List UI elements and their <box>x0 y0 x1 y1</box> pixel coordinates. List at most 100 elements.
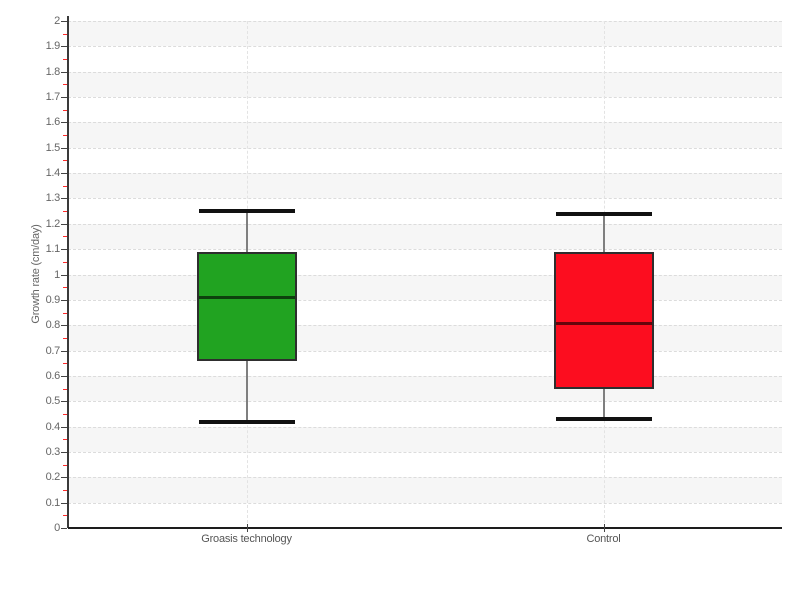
y-axis-minor-tick <box>63 33 67 35</box>
box-control <box>553 251 654 389</box>
y-tick-label: 0.6 <box>45 369 61 382</box>
median-line-groasis-technology <box>198 296 295 300</box>
y-tick-label: 0 <box>54 522 60 534</box>
y-tick-label: 1 <box>54 268 60 281</box>
y-tick-label: 0.3 <box>45 445 61 458</box>
y-axis-tick <box>61 147 67 149</box>
gridline-horizontal <box>68 350 782 352</box>
y-axis-minor-tick <box>63 160 67 162</box>
y-axis-minor-tick <box>63 84 67 86</box>
median-line-control <box>555 321 652 325</box>
background-band <box>68 21 782 47</box>
y-axis-tick <box>61 325 67 327</box>
y-axis-tick <box>61 223 67 225</box>
whisker-cap-bottom <box>198 419 295 424</box>
y-tick-label: 0.1 <box>45 496 61 509</box>
y-axis-minor-tick <box>63 337 67 339</box>
y-axis-tick <box>61 21 67 22</box>
y-axis-tick <box>61 350 67 352</box>
y-axis-tick <box>61 299 67 301</box>
gridline-horizontal <box>68 173 782 175</box>
gridline-horizontal <box>68 122 782 124</box>
background-band <box>68 122 782 148</box>
y-tick-label: 1.3 <box>45 192 61 205</box>
y-axis-minor-tick <box>63 413 67 415</box>
x-axis-tick <box>246 524 248 532</box>
gridline-horizontal <box>68 198 782 200</box>
y-tick-label: 1.1 <box>45 243 61 256</box>
whisker-cap-top <box>198 209 295 214</box>
gridline-horizontal <box>68 426 782 428</box>
gridline-horizontal <box>68 451 782 453</box>
y-axis-tick <box>61 46 67 48</box>
y-axis-tick <box>61 502 67 504</box>
y-axis-tick <box>61 477 67 479</box>
y-axis-minor-tick <box>63 59 67 61</box>
y-axis-minor-tick <box>63 185 67 187</box>
gridline-horizontal <box>68 97 782 99</box>
y-axis-tick <box>61 528 67 529</box>
y-axis-minor-tick <box>63 312 67 314</box>
y-axis-minor-tick <box>63 388 67 390</box>
y-axis-tick <box>61 401 67 403</box>
y-tick-label: 0.9 <box>45 293 61 306</box>
gridline-horizontal <box>68 299 782 301</box>
y-tick-label: 0.5 <box>45 395 61 408</box>
y-axis-tick <box>61 97 67 99</box>
whisker-cap-bottom <box>555 416 652 421</box>
gridline-horizontal <box>68 502 782 504</box>
y-tick-label: 1.6 <box>45 116 61 129</box>
y-tick-label: 0.2 <box>45 471 61 484</box>
y-tick-label: 1.9 <box>45 40 61 53</box>
y-axis-tick <box>61 426 67 428</box>
y-tick-label: 0.4 <box>45 420 61 433</box>
y-axis-tick <box>61 122 67 124</box>
y-axis-tick <box>61 451 67 453</box>
y-axis-minor-tick <box>63 515 67 517</box>
x-axis-line <box>68 527 782 529</box>
y-axis-tick <box>61 274 67 276</box>
y-tick-label: 2 <box>54 15 60 27</box>
background-band <box>68 375 782 402</box>
y-axis-minor-tick <box>63 363 67 365</box>
gridline-horizontal <box>68 46 782 48</box>
y-axis-tick <box>61 71 67 73</box>
y-axis-minor-tick <box>63 135 67 137</box>
y-tick-label: 1.2 <box>45 217 61 230</box>
y-axis-tick <box>61 198 67 200</box>
background-band <box>68 274 782 300</box>
gridline-horizontal <box>68 223 782 225</box>
y-axis-tick <box>61 173 67 175</box>
y-tick-label: 0.7 <box>45 344 61 357</box>
gridline-horizontal <box>68 375 782 377</box>
x-axis-tick <box>603 524 605 532</box>
gridline-horizontal <box>68 401 782 403</box>
gridline-horizontal <box>68 71 782 73</box>
y-axis-minor-tick <box>63 489 67 491</box>
y-axis-minor-tick <box>63 109 67 111</box>
box-groasis-technology <box>196 251 297 361</box>
y-axis-tick <box>61 375 67 377</box>
x-category-label: Groasis technology <box>201 533 292 545</box>
y-tick-label: 0.8 <box>45 319 61 332</box>
gridline-horizontal <box>68 21 782 22</box>
gridline-horizontal <box>68 274 782 276</box>
y-axis-minor-tick <box>63 236 67 238</box>
background-band <box>68 477 782 503</box>
y-axis-minor-tick <box>63 211 67 213</box>
y-tick-label: 1.8 <box>45 65 61 78</box>
gridline-horizontal <box>68 325 782 327</box>
gridline-horizontal <box>68 147 782 149</box>
y-tick-label: 1.4 <box>45 167 61 180</box>
background-band <box>68 426 782 452</box>
gridline-horizontal <box>68 249 782 251</box>
background-band <box>68 325 782 351</box>
y-axis-line <box>67 16 69 528</box>
y-tick-label: 1.7 <box>45 91 61 104</box>
background-band <box>68 71 782 98</box>
whisker-cap-top <box>555 211 652 216</box>
y-tick-label: 1.5 <box>45 141 61 154</box>
y-axis-minor-tick <box>63 261 67 263</box>
y-axis-minor-tick <box>63 439 67 441</box>
